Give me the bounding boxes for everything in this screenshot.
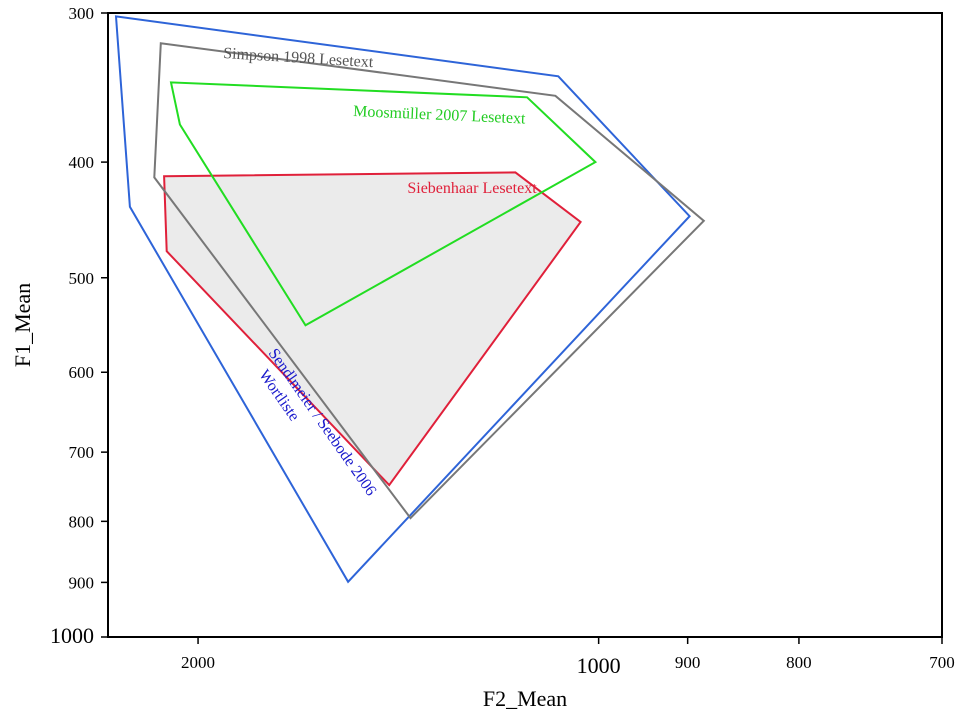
y-axis-title: F1_Mean bbox=[10, 283, 35, 367]
y-tick-label: 300 bbox=[69, 4, 95, 23]
series-polygon-0 bbox=[114, 15, 691, 584]
x-tick-label: 900 bbox=[675, 653, 701, 672]
x-tick-label: 700 bbox=[929, 653, 955, 672]
plot-frame bbox=[107, 12, 943, 638]
y-tick-label: 900 bbox=[69, 573, 95, 592]
series-polygon-2 bbox=[169, 81, 598, 327]
y-axis: 300 400 500 600 700 800 900 1000 bbox=[50, 4, 108, 648]
x-tick-label: 800 bbox=[786, 653, 812, 672]
x-axis-title: F2_Mean bbox=[483, 686, 567, 711]
series-label-3: Siebenhaar Lesetext bbox=[407, 180, 537, 197]
y-tick-label: 600 bbox=[69, 363, 95, 382]
series-polygon-3 bbox=[163, 171, 582, 487]
x-axis: 2000 1000 900 800 700 bbox=[181, 637, 955, 678]
series-polygon-1 bbox=[153, 42, 706, 520]
y-tick-label: 1000 bbox=[50, 623, 94, 648]
y-tick-label: 800 bbox=[69, 512, 95, 531]
x-tick-label: 1000 bbox=[577, 653, 621, 678]
y-tick-label: 700 bbox=[69, 443, 95, 462]
series-polygons bbox=[114, 15, 706, 584]
x-tick-label: 2000 bbox=[181, 653, 215, 672]
y-tick-label: 500 bbox=[69, 269, 95, 288]
y-tick-label: 400 bbox=[69, 153, 95, 172]
